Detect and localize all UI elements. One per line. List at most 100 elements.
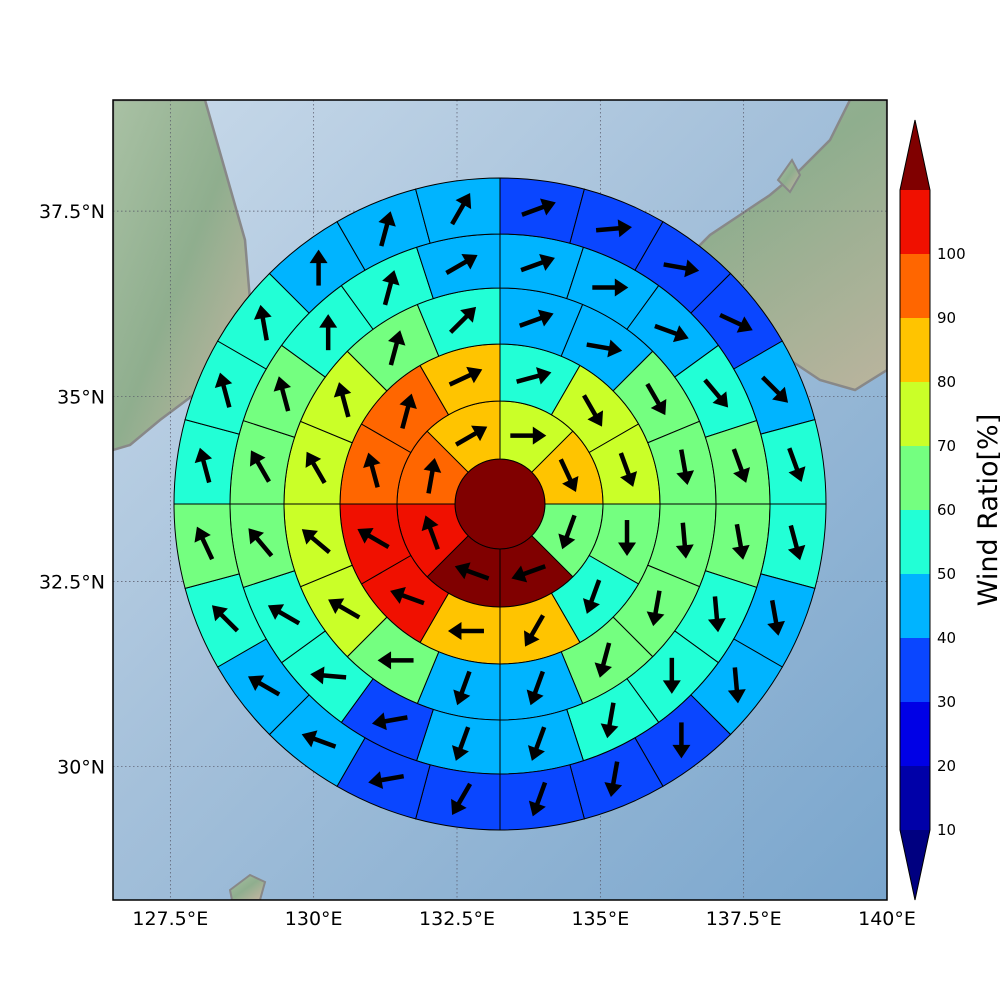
colorbar-bin (900, 638, 930, 702)
wind-arrow (526, 670, 545, 706)
wind-arrow (731, 523, 750, 560)
wind-arrow (516, 367, 552, 385)
wind-arrow (423, 457, 442, 494)
wind-arrow (582, 394, 604, 427)
wind-arrow (328, 598, 361, 620)
wind-arrow (253, 304, 272, 341)
wind-arrow (388, 330, 406, 366)
colorbar-bin (900, 190, 930, 254)
wind-arrow (676, 449, 695, 486)
wind-arrow (448, 366, 483, 387)
x-tick-label: 132.5°E (419, 908, 495, 930)
wind-arrow (247, 675, 281, 697)
colorbar-bin (900, 382, 930, 446)
wind-arrow (248, 528, 274, 558)
wind-arrow (787, 524, 806, 561)
wind-arrow (378, 211, 396, 247)
wind-arrow (787, 447, 806, 483)
colorbar-bin (900, 766, 930, 830)
wind-arrow (528, 781, 548, 817)
wind-arrow (672, 722, 691, 759)
colorbar-tick-label: 70 (937, 437, 956, 455)
wind-arrow (301, 529, 331, 554)
wind-arrow (368, 771, 405, 789)
colorbar-tick-label: 20 (937, 757, 956, 775)
wind-arrow (382, 270, 400, 306)
wind-arrow (662, 657, 681, 694)
colorbar-bin (900, 510, 930, 574)
wind-arrow (214, 372, 233, 408)
x-axis-ticks: 127.5°E 130°E 132.5°E 135°E 137.5°E 140°E (132, 908, 916, 930)
wind-arrow (399, 393, 417, 429)
colorbar-tick-label: 30 (937, 693, 956, 711)
y-tick-label: 30°N (57, 757, 105, 779)
wind-arrow (731, 448, 751, 483)
wind-arrow (357, 527, 390, 549)
y-axis-ticks: 37.5°N 35°N 32.5°N 30°N (39, 201, 105, 779)
wind-arrow (454, 562, 490, 581)
colorbar-bin (900, 702, 930, 766)
wind-arrow (595, 219, 632, 238)
wind-arrow (558, 458, 579, 492)
colorbar-tick-label: 60 (937, 501, 956, 519)
wind-arrow (523, 614, 545, 647)
wind-arrow (310, 666, 347, 685)
colorbar-tick-label: 90 (937, 309, 956, 327)
wind-arrow (675, 522, 694, 559)
x-tick-label: 127.5°E (132, 908, 208, 930)
colorbar-label: Wind Ratio[%] (973, 414, 1000, 606)
wind-arrow (301, 730, 337, 749)
sector-cell (173, 419, 240, 505)
wind-arrow (510, 426, 547, 445)
colorbar-under-extend (900, 830, 930, 900)
wind-arrow (445, 253, 478, 275)
colorbar-tick-label: 50 (937, 565, 956, 583)
wind-arrow (604, 761, 623, 798)
y-tick-label: 32.5°N (39, 571, 105, 593)
wind-arrow (521, 198, 556, 217)
wind-arrow (363, 452, 381, 488)
wind-arrow (528, 726, 547, 761)
wind-arrow (663, 259, 700, 278)
wind-arrow (449, 306, 477, 334)
colorbar-over-extend (900, 120, 930, 190)
sector-cell (499, 764, 585, 831)
colorbar-tick-label: 80 (937, 373, 956, 391)
x-tick-label: 137.5°E (706, 908, 782, 930)
y-tick-label: 37.5°N (39, 201, 105, 223)
wind-arrow (194, 526, 215, 561)
colorbar-tick-label: 40 (937, 629, 956, 647)
wind-arrow (558, 514, 577, 550)
wind-arrow (646, 590, 665, 627)
wind-arrow (333, 382, 352, 418)
wind-arrow (645, 382, 667, 416)
wind-arrow (390, 586, 425, 606)
wind-arrows (194, 192, 806, 817)
wind-arrow (267, 604, 301, 626)
wind-arrow (309, 249, 328, 286)
colorbar-bin (900, 254, 930, 318)
colorbar-bin (900, 446, 930, 510)
colorbar-tick-label: 10 (937, 821, 956, 839)
southern-islands (228, 873, 267, 900)
wind-arrow (319, 314, 338, 351)
sector-cell (415, 764, 501, 831)
wind-arrow (592, 278, 629, 297)
colorbar-outline (899, 119, 931, 901)
wind-arrow (447, 622, 484, 641)
sado-island (776, 158, 802, 194)
wind-arrow (594, 642, 612, 678)
wind-arrow (707, 596, 726, 633)
wind-arrow (249, 450, 271, 483)
wind-arrow (273, 376, 292, 412)
wind-arrow (305, 451, 327, 485)
wind-arrow (194, 447, 213, 484)
wind-arrow (211, 605, 240, 633)
x-tick-label: 130°E (285, 908, 343, 930)
wind-arrow (767, 599, 785, 636)
sector-cell (760, 503, 827, 589)
colorbar-bin (900, 574, 930, 638)
wind-arrow (451, 726, 471, 761)
colorbar-tick-label: 100 (937, 245, 966, 263)
wind-arrow (518, 309, 554, 328)
